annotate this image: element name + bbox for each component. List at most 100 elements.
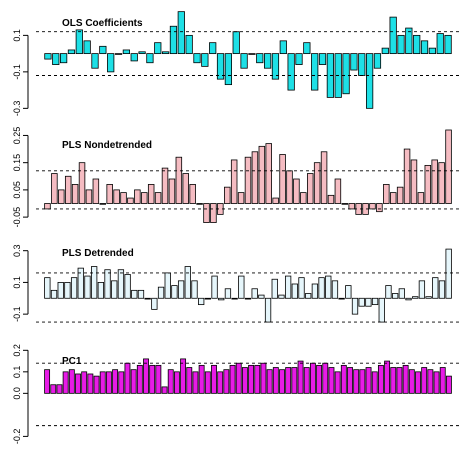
bar	[56, 384, 63, 394]
bar	[130, 53, 138, 62]
bar	[44, 369, 51, 394]
bar	[196, 203, 203, 205]
bar	[168, 178, 176, 204]
panel-title: OLS Coefficients	[62, 18, 143, 29]
bar	[284, 275, 292, 299]
bar	[216, 53, 225, 80]
bar	[444, 34, 452, 55]
bar	[230, 159, 238, 204]
bar	[421, 367, 428, 394]
panel-3: 0.3 0.1 -0.1 PLS Detrended	[12, 244, 462, 323]
bar	[198, 364, 205, 394]
bar	[167, 369, 174, 394]
bar	[68, 369, 75, 394]
bar	[291, 283, 298, 299]
bar	[235, 362, 242, 394]
bar	[342, 53, 350, 95]
bar	[161, 167, 169, 204]
bar	[251, 288, 258, 299]
bar	[60, 53, 68, 64]
bar	[93, 375, 100, 394]
bar	[334, 371, 341, 394]
bar	[316, 364, 323, 394]
bar	[413, 34, 421, 55]
bar	[91, 266, 98, 299]
bar	[279, 369, 285, 394]
panel-title: PLS Detrended	[62, 248, 134, 259]
bar	[138, 51, 146, 55]
bar	[118, 371, 125, 394]
bar	[351, 297, 359, 315]
bar	[392, 293, 399, 299]
bar	[254, 364, 261, 394]
bar	[425, 296, 432, 299]
bar	[198, 297, 205, 306]
bar	[359, 369, 366, 394]
bar	[192, 371, 199, 394]
bar	[141, 192, 148, 204]
bar	[78, 162, 86, 204]
bar	[64, 175, 72, 204]
bar	[223, 369, 230, 394]
bar	[130, 369, 137, 394]
bar	[136, 364, 143, 394]
y-tick-label: 0.1	[12, 29, 22, 42]
bar	[238, 275, 245, 299]
bar	[157, 286, 165, 299]
bar	[231, 297, 238, 300]
bar	[345, 285, 352, 299]
bar	[348, 203, 355, 210]
bar	[57, 282, 64, 299]
bar	[224, 186, 231, 204]
bar	[256, 53, 264, 64]
bar	[52, 53, 60, 65]
bar	[371, 297, 379, 306]
bar	[182, 173, 189, 204]
y-tick-label: -0.3	[12, 101, 22, 117]
bar	[279, 40, 287, 55]
bar	[87, 373, 94, 394]
bar	[424, 164, 432, 204]
bar	[75, 29, 83, 55]
bar	[272, 197, 279, 204]
bar	[229, 364, 236, 394]
bar	[318, 277, 325, 299]
bar	[418, 280, 426, 299]
bar	[365, 53, 374, 109]
bar	[389, 192, 397, 204]
bar	[300, 192, 307, 204]
bar	[209, 42, 217, 55]
bar	[189, 184, 196, 204]
bar	[248, 53, 256, 55]
bar	[114, 53, 123, 55]
bar	[111, 280, 118, 299]
bar	[240, 53, 248, 69]
bar	[318, 53, 327, 65]
bar	[311, 53, 319, 91]
bar	[402, 364, 409, 394]
bar	[143, 358, 149, 394]
bar	[390, 367, 397, 394]
bar	[365, 297, 372, 307]
bar	[322, 362, 329, 394]
y-tick-label: -0.2	[12, 429, 22, 445]
bar	[271, 53, 280, 80]
bar	[237, 192, 245, 204]
bar	[62, 371, 69, 394]
bar	[350, 53, 358, 71]
bar	[204, 297, 212, 300]
bar	[71, 184, 79, 204]
bar	[210, 203, 217, 223]
bar	[403, 148, 411, 204]
bar	[175, 156, 183, 204]
bar	[244, 297, 252, 300]
panel-title: PC1	[62, 356, 82, 367]
bar	[334, 178, 342, 204]
bar	[376, 203, 383, 213]
bar	[77, 267, 84, 299]
bar	[211, 275, 218, 299]
bar	[191, 280, 198, 299]
bar	[99, 203, 107, 205]
bar	[287, 53, 295, 91]
panel-2: 0.25 0.15 0.05 -0.05 PLS Nondetrended	[12, 127, 462, 227]
